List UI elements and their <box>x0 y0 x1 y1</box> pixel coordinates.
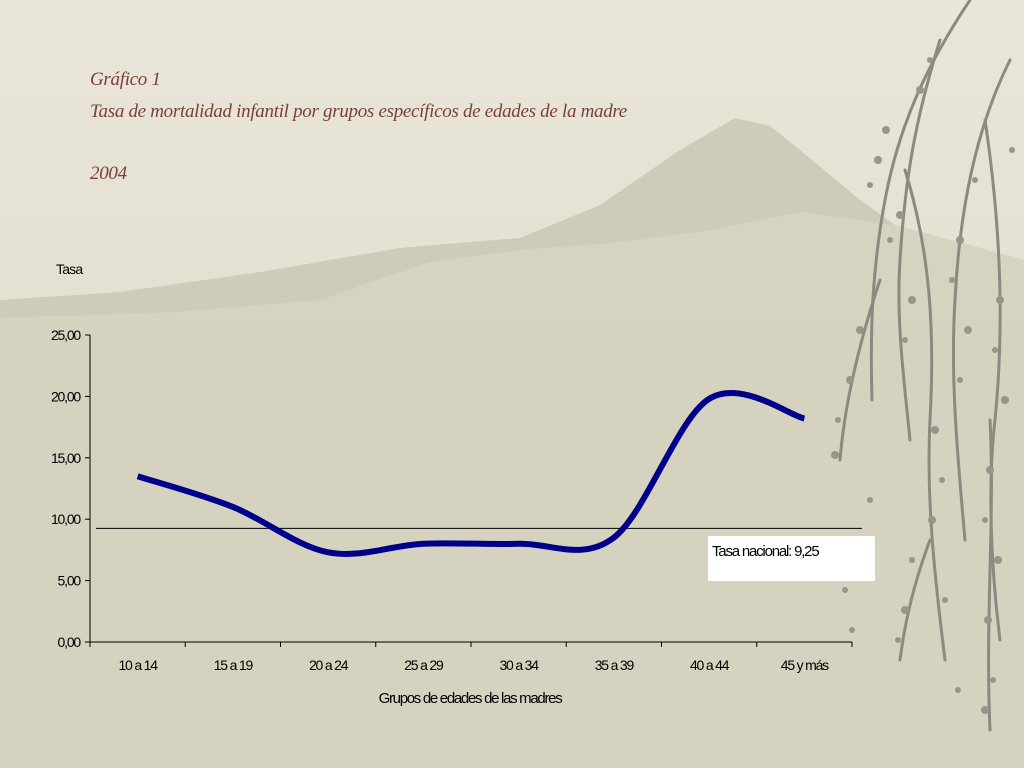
willow-branches <box>838 0 1012 732</box>
slide-title-block: Gráfico 1 Tasa de mortalidad infantil po… <box>90 64 627 190</box>
x-tick-label: 20 a 24 <box>309 657 349 673</box>
x-tick-label: 45 y más <box>781 657 829 673</box>
chart-year: 2004 <box>90 163 127 184</box>
series-line-0 <box>136 390 806 557</box>
y-tick-label: 5,00 <box>58 573 82 589</box>
y-tick-label: 0,00 <box>58 634 82 650</box>
x-axis-label: Grupos de edades de las madres <box>379 690 563 707</box>
y-tick-label: 20,00 <box>51 388 81 404</box>
y-tick-label: 15,00 <box>51 450 81 466</box>
x-tick-label: 25 a 29 <box>404 657 444 673</box>
willow-leaves <box>831 57 1015 714</box>
x-tick-label: 10 a 14 <box>118 657 158 673</box>
x-tick-label: 35 a 39 <box>595 657 635 673</box>
x-tick-label: 30 a 34 <box>499 657 539 673</box>
y-tick-label: 25,00 <box>51 327 81 343</box>
axes <box>85 334 853 647</box>
y-axis-label: Tasa <box>56 261 83 277</box>
x-tick-label: 15 a 19 <box>214 657 254 673</box>
y-tick-label: 10,00 <box>51 511 81 527</box>
national-rate-annotation: Tasa nacional: 9,25 <box>708 536 875 581</box>
x-tick-label: 40 a 44 <box>690 657 730 673</box>
chart-number: Gráfico 1 <box>90 69 161 90</box>
series-group <box>136 390 806 557</box>
tick-labels: 0,00 5,00 10,00 15,00 20,00 25,00 10 a 14 15 a … <box>51 327 830 673</box>
chart-title: Tasa de mortalidad infantil por grupos e… <box>90 101 627 122</box>
